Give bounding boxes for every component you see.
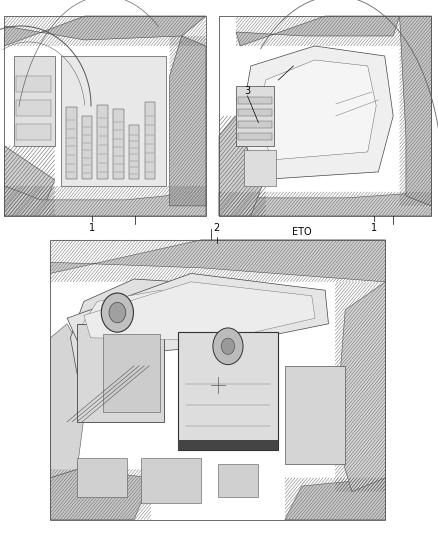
Bar bbox=[82, 116, 92, 180]
Bar bbox=[77, 324, 164, 422]
Text: 1: 1 bbox=[89, 223, 95, 233]
Bar bbox=[145, 102, 155, 180]
Bar bbox=[98, 105, 108, 180]
Bar bbox=[17, 100, 51, 116]
Polygon shape bbox=[240, 46, 393, 180]
Bar bbox=[244, 150, 276, 186]
Bar bbox=[285, 366, 345, 464]
Circle shape bbox=[109, 302, 126, 323]
Bar bbox=[178, 440, 278, 450]
Bar bbox=[141, 458, 201, 503]
Bar bbox=[236, 86, 274, 146]
Bar bbox=[113, 109, 124, 180]
Text: 1: 1 bbox=[371, 223, 378, 233]
Bar bbox=[61, 56, 166, 186]
Bar bbox=[178, 332, 278, 450]
Bar bbox=[66, 107, 77, 180]
Text: 3: 3 bbox=[244, 86, 251, 95]
Bar bbox=[4, 16, 206, 216]
Circle shape bbox=[221, 338, 235, 354]
Polygon shape bbox=[170, 36, 206, 206]
Polygon shape bbox=[50, 470, 151, 520]
Bar bbox=[103, 334, 160, 412]
Polygon shape bbox=[71, 279, 184, 374]
Polygon shape bbox=[4, 186, 206, 216]
Bar bbox=[219, 16, 431, 216]
Bar bbox=[238, 97, 272, 104]
Polygon shape bbox=[335, 282, 385, 491]
Circle shape bbox=[101, 293, 134, 332]
Bar bbox=[218, 464, 258, 497]
Polygon shape bbox=[219, 192, 431, 216]
Bar bbox=[238, 109, 272, 116]
Bar bbox=[238, 121, 272, 128]
Polygon shape bbox=[285, 478, 385, 520]
Bar bbox=[17, 76, 51, 92]
Polygon shape bbox=[219, 116, 266, 216]
Circle shape bbox=[213, 328, 243, 365]
Polygon shape bbox=[50, 324, 91, 478]
Polygon shape bbox=[50, 240, 385, 282]
Polygon shape bbox=[236, 16, 399, 46]
Bar bbox=[14, 56, 55, 146]
Bar bbox=[219, 16, 431, 216]
Bar bbox=[238, 133, 272, 140]
Bar bbox=[50, 240, 385, 520]
Polygon shape bbox=[399, 16, 431, 206]
Bar bbox=[50, 240, 385, 520]
Bar bbox=[4, 16, 206, 216]
Polygon shape bbox=[67, 273, 328, 352]
Polygon shape bbox=[4, 146, 55, 216]
Bar bbox=[129, 125, 139, 180]
Bar bbox=[77, 458, 127, 497]
Polygon shape bbox=[84, 282, 315, 341]
Text: ETO: ETO bbox=[293, 227, 312, 237]
Polygon shape bbox=[4, 16, 206, 46]
Polygon shape bbox=[257, 60, 376, 160]
Bar bbox=[17, 124, 51, 140]
Polygon shape bbox=[77, 290, 168, 366]
Text: 2: 2 bbox=[214, 223, 220, 233]
